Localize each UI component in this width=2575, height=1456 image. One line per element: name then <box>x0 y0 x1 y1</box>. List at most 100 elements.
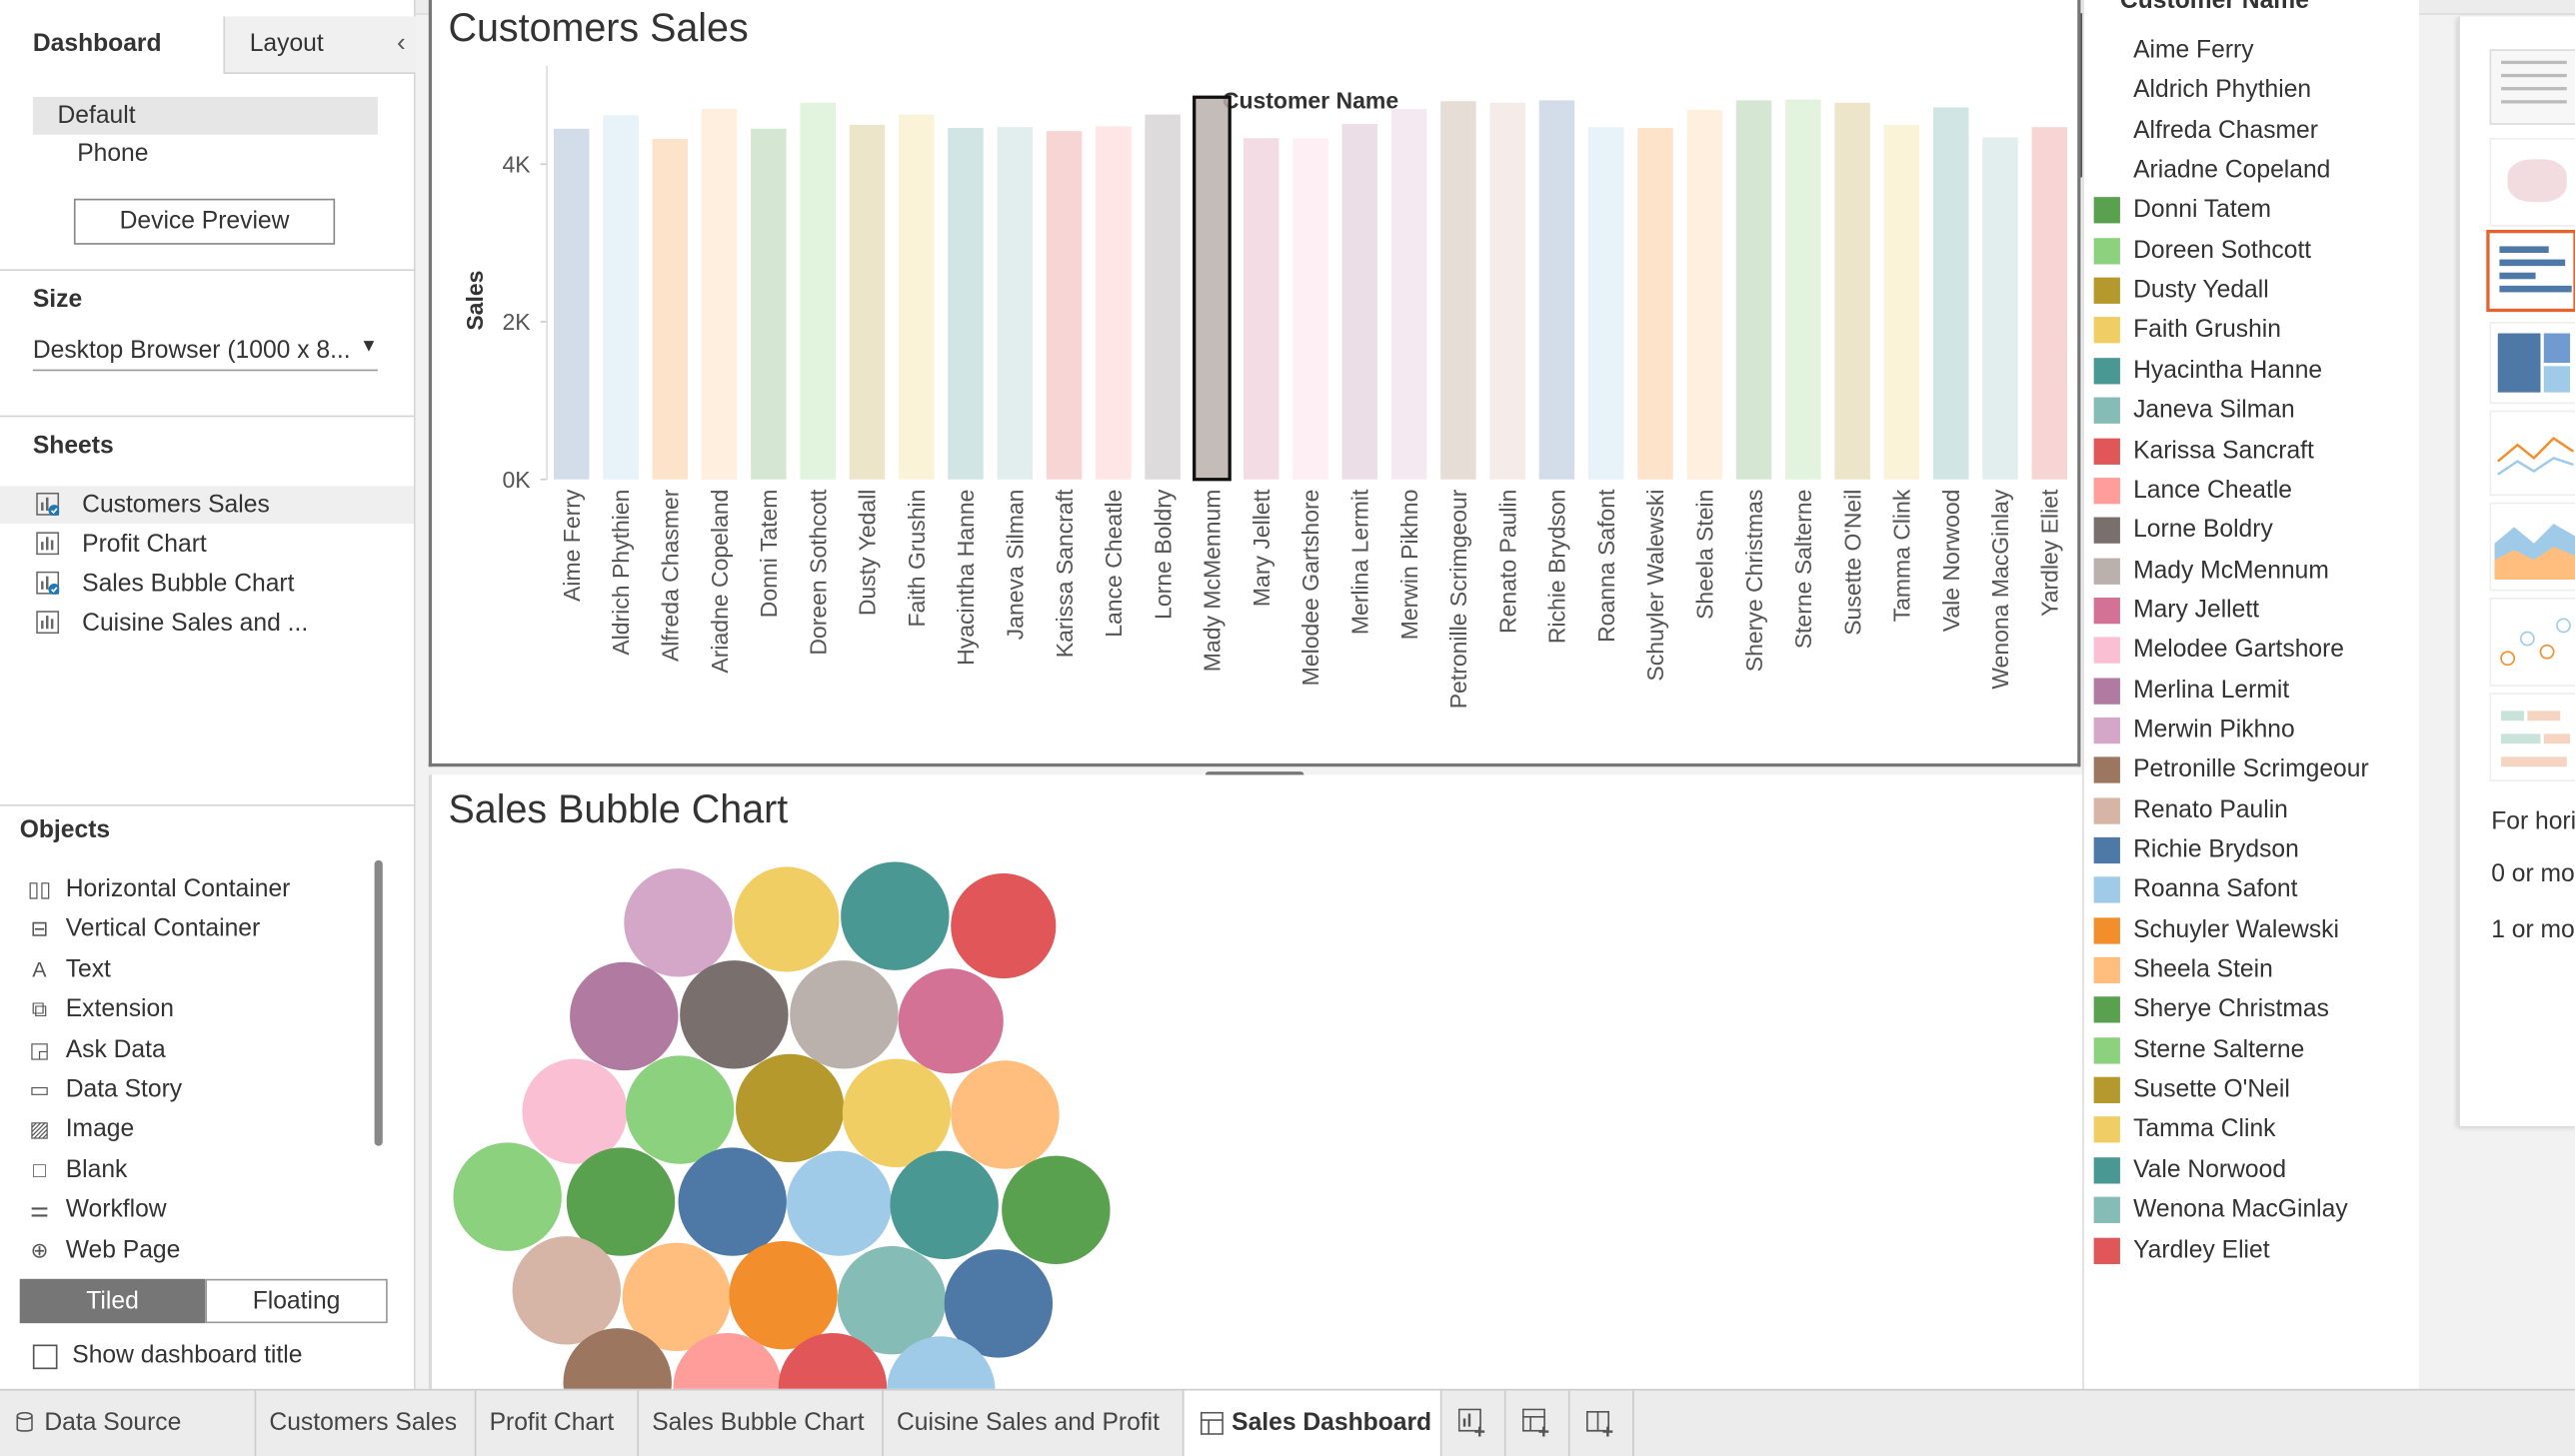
bubble[interactable] <box>625 1055 735 1164</box>
legend-swatch <box>2093 796 2120 824</box>
bubble[interactable] <box>563 1328 672 1389</box>
gantt-bar <box>2501 711 2525 722</box>
new-story-button[interactable] <box>1570 1390 1634 1456</box>
tab-layout[interactable]: Layout ‹ <box>223 16 416 74</box>
customers-sales-sheet[interactable]: Customers Sales Customer Name Sales 0K 2K 4K… <box>428 0 2081 767</box>
bubble[interactable] <box>951 1060 1060 1169</box>
bubble[interactable] <box>841 861 950 970</box>
gantt-thumbnail[interactable] <box>2489 693 2575 781</box>
legend-label: Tamma Clink <box>2133 1115 2276 1144</box>
tab-label: Sales Bubble Chart <box>652 1408 865 1437</box>
legend-label: Karissa Sancraft <box>2133 436 2314 465</box>
device-option-phone[interactable]: Phone <box>33 136 378 174</box>
tab-dashboard-label: Dashboard <box>32 29 162 58</box>
legend-swatch <box>2093 1196 2120 1224</box>
legend-swatch <box>2093 756 2120 784</box>
treemap-block <box>2497 333 2541 393</box>
treemap-thumbnail[interactable] <box>2489 321 2575 405</box>
dropdown-arrow-icon: ▼ <box>359 336 378 357</box>
bubble[interactable] <box>522 1058 628 1164</box>
bar <box>652 139 689 480</box>
scatter-thumbnail[interactable] <box>2489 597 2575 687</box>
sales-bubble-chart[interactable] <box>432 774 2080 1389</box>
sheet-item-profit-chart[interactable]: Profit Chart <box>0 526 414 564</box>
bubble[interactable] <box>944 1249 1054 1358</box>
size-dropdown[interactable]: Desktop Browser (1000 x 8... ▼ <box>32 333 378 372</box>
thumb-bar <box>2499 259 2566 267</box>
collapse-chevron-icon[interactable]: ‹ <box>397 29 406 58</box>
divider <box>0 415 414 418</box>
bubble[interactable] <box>673 1333 782 1389</box>
bar <box>1883 124 1920 480</box>
text-table-thumbnail[interactable] <box>2489 49 2575 125</box>
table-line <box>2501 60 2567 65</box>
tab-layout-label: Layout <box>249 29 324 58</box>
bubble[interactable] <box>786 1150 893 1256</box>
bar <box>800 102 836 480</box>
horizontal-bars-thumbnail-selected[interactable] <box>2486 229 2575 313</box>
tiled-toggle[interactable]: Tiled <box>19 1278 206 1324</box>
dashboard-side-pane: Dashboard Layout ‹ Default Phone Device … <box>0 0 416 1389</box>
area-chart-thumbnail[interactable] <box>2489 502 2575 592</box>
legend-swatch <box>2093 197 2120 225</box>
bubble[interactable] <box>680 960 789 1069</box>
map-thumbnail[interactable] <box>2489 137 2575 227</box>
bubble[interactable] <box>734 866 840 972</box>
bubble[interactable] <box>678 1147 787 1256</box>
legend-swatch <box>2093 1076 2120 1104</box>
x-category-label: Petronille Scrimgeour <box>1445 489 1471 709</box>
legend-label: Aldrich Phythien <box>2133 76 2312 105</box>
tab-label: Profit Chart <box>489 1408 615 1437</box>
tab-profit-chart[interactable]: Profit Chart <box>476 1390 640 1456</box>
y-tick-label: 2K <box>503 309 532 335</box>
bar <box>948 128 984 480</box>
tab-data-source[interactable]: Data Source <box>0 1390 257 1456</box>
bubble[interactable] <box>512 1236 621 1345</box>
customers-sales-bar-chart[interactable]: Customer Name Sales 0K 2K 4K Aime Ferry Aldric… <box>432 0 2077 763</box>
objects-section-title: Objects <box>19 815 111 844</box>
new-dashboard-button[interactable] <box>1505 1390 1570 1456</box>
bubble[interactable] <box>890 1150 999 1260</box>
bubble[interactable] <box>842 1058 952 1168</box>
bubble[interactable] <box>570 961 679 1071</box>
objects-scrollbar[interactable] <box>374 859 383 1146</box>
bubble[interactable] <box>729 1240 838 1350</box>
bubble[interactable] <box>1002 1155 1111 1264</box>
sheet-item-label: Sales Bubble Chart <box>82 570 295 598</box>
bubble[interactable] <box>624 868 733 977</box>
bubble[interactable] <box>887 1336 996 1389</box>
bubble[interactable] <box>790 960 899 1069</box>
sheet-item-cuisine-sales[interactable]: Cuisine Sales and ... <box>0 605 414 643</box>
bubble[interactable] <box>778 1333 888 1389</box>
table-line <box>2501 100 2567 104</box>
legend-label: Faith Grushin <box>2133 316 2282 345</box>
tab-sales-dashboard[interactable]: Sales Dashboard <box>1184 1390 1442 1456</box>
sheet-item-sales-bubble-chart[interactable]: Sales Bubble Chart <box>0 565 414 603</box>
bubble[interactable] <box>837 1245 947 1355</box>
sales-bubble-chart-sheet[interactable]: Sales Bubble Chart <box>428 774 2084 1389</box>
horizontal-container-icon: ▯▯ <box>27 876 52 901</box>
tab-cuisine-sales-and-profit[interactable]: Cuisine Sales and Profit <box>884 1390 1185 1456</box>
tab-sales-bubble-chart[interactable]: Sales Bubble Chart <box>639 1390 884 1456</box>
new-worksheet-button[interactable] <box>1441 1390 1506 1456</box>
device-preview-button[interactable]: Device Preview <box>73 198 336 245</box>
bubble[interactable] <box>566 1147 676 1256</box>
floating-toggle[interactable]: Floating <box>205 1278 388 1324</box>
sheet-item-customers-sales[interactable]: Customers Sales <box>0 486 414 525</box>
legend-swatch <box>2093 597 2120 625</box>
bubble[interactable] <box>735 1053 845 1163</box>
tab-dashboard[interactable]: Dashboard <box>0 16 224 73</box>
legend-label: Melodee Gartshore <box>2133 636 2345 665</box>
tab-customers-sales[interactable]: Customers Sales <box>256 1390 477 1456</box>
bubble[interactable] <box>453 1142 562 1251</box>
worksheet-used-icon <box>36 492 60 516</box>
line-chart-thumbnail[interactable] <box>2489 410 2575 497</box>
bubble[interactable] <box>898 968 1004 1074</box>
bubble[interactable] <box>622 1242 732 1352</box>
device-option-default[interactable]: Default <box>32 96 378 135</box>
bar <box>1243 138 1280 480</box>
worksheet-icon <box>36 532 60 556</box>
show-title-checkbox[interactable] <box>32 1344 58 1370</box>
thumb-bar <box>2499 272 2536 280</box>
bubble[interactable] <box>951 872 1057 979</box>
